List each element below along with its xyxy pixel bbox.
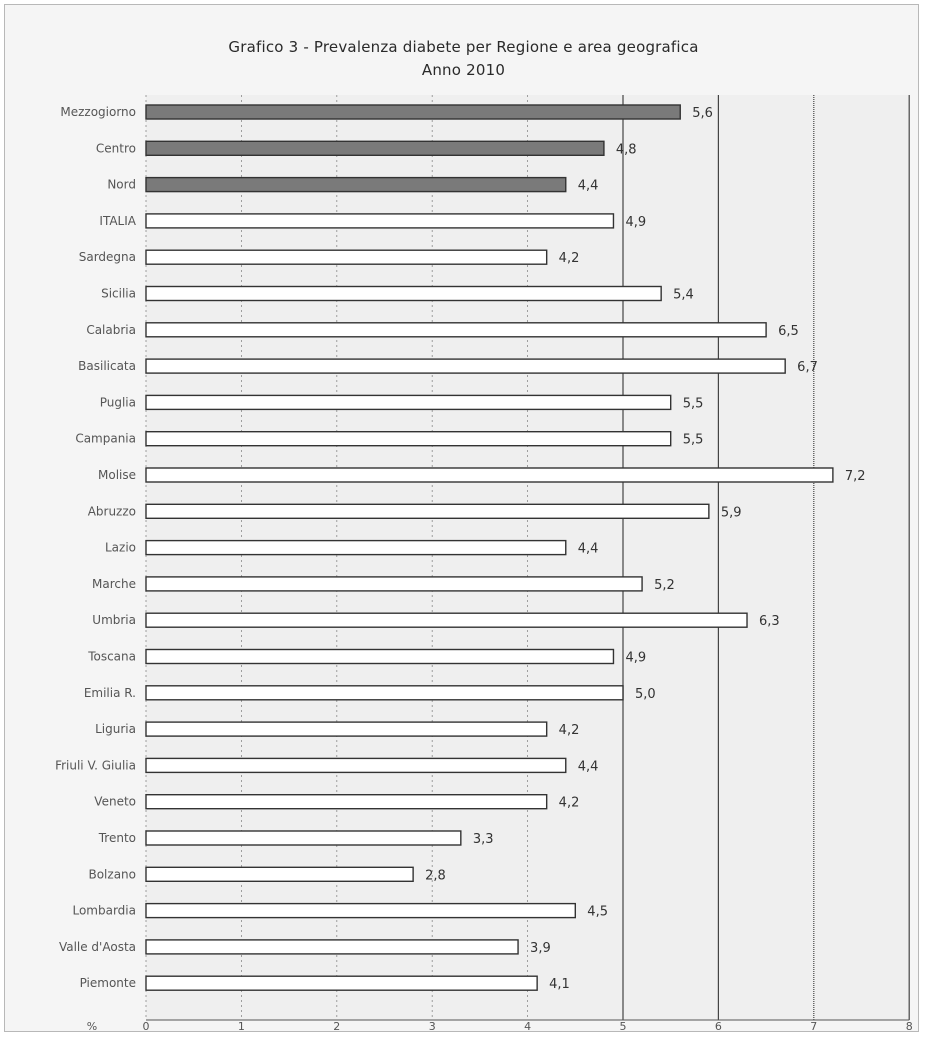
- category-label: Campania: [75, 432, 136, 446]
- value-label: 5,5: [683, 396, 704, 411]
- category-label: Basilicata: [78, 359, 136, 373]
- bar: [145, 213, 615, 229]
- value-label: 4,9: [625, 651, 646, 666]
- value-label: 5,2: [654, 578, 675, 593]
- value-label: 4,2: [559, 723, 580, 738]
- category-label: Umbria: [92, 613, 136, 627]
- value-label: 5,9: [721, 505, 742, 520]
- category-label: Valle d'Aosta: [59, 940, 136, 954]
- value-label: 5,5: [683, 433, 704, 448]
- bar: [145, 939, 519, 955]
- bar: [145, 249, 548, 265]
- x-tick-label: 2: [333, 1020, 340, 1033]
- category-label: Friuli V. Giulia: [55, 758, 136, 772]
- value-label: 4,2: [559, 796, 580, 811]
- bar: [145, 394, 672, 411]
- category-label: Lombardia: [72, 904, 136, 918]
- category-label: Mezzogiorno: [60, 105, 136, 119]
- category-label: Piemonte: [80, 976, 136, 990]
- x-tick-label: 1: [238, 1020, 245, 1033]
- category-label: Liguria: [95, 722, 136, 736]
- bar: [145, 866, 414, 882]
- bar: [145, 140, 605, 157]
- x-tick-label: 7: [810, 1020, 817, 1033]
- bar: [145, 794, 548, 810]
- chart-title: Grafico 3 - Prevalenza diabete per Regio…: [228, 38, 699, 56]
- x-tick-label: 8: [906, 1020, 913, 1033]
- value-label: 6,3: [759, 614, 780, 629]
- category-label: Nord: [107, 178, 136, 192]
- value-label: 6,7: [797, 360, 818, 375]
- value-label: 4,2: [559, 251, 580, 266]
- bar: [145, 975, 538, 991]
- x-tick-label: 0: [143, 1020, 150, 1033]
- bar: [145, 685, 624, 701]
- value-label: 3,3: [473, 832, 494, 847]
- value-label: 3,9: [530, 941, 551, 956]
- bar: [145, 830, 462, 846]
- bar: [145, 612, 748, 628]
- value-label: 7,2: [845, 469, 866, 484]
- category-label: Sardegna: [79, 250, 136, 264]
- bar: [145, 104, 681, 120]
- bar: [145, 467, 834, 483]
- value-label: 6,5: [778, 324, 799, 339]
- bar: [145, 721, 548, 737]
- bar: [145, 431, 672, 447]
- value-label: 4,9: [625, 215, 646, 230]
- category-label: Trento: [98, 831, 136, 845]
- category-label: Sicilia: [101, 287, 136, 301]
- bar: [145, 358, 786, 374]
- x-tick-label: 3: [429, 1020, 436, 1033]
- value-label: 4,1: [549, 977, 570, 992]
- category-label: Emilia R.: [84, 686, 136, 700]
- category-label: Abruzzo: [88, 504, 136, 518]
- bar: [145, 757, 567, 774]
- x-tick-label: 4: [524, 1020, 531, 1033]
- bar: [145, 176, 567, 193]
- x-tick-label: 6: [715, 1020, 722, 1033]
- category-label: Toscana: [87, 650, 136, 664]
- bar: [145, 322, 767, 338]
- category-label: Veneto: [94, 795, 136, 809]
- category-label: Centro: [96, 141, 136, 155]
- value-label: 4,4: [578, 759, 599, 774]
- value-label: 4,5: [587, 905, 608, 920]
- category-label: Molise: [98, 468, 136, 482]
- bar: [145, 503, 710, 519]
- x-tick-label: 5: [620, 1020, 627, 1033]
- value-label: 5,6: [692, 106, 713, 121]
- value-label: 4,8: [616, 142, 637, 157]
- bar: [145, 576, 643, 592]
- category-label: Calabria: [86, 323, 136, 337]
- chart-subtitle: Anno 2010: [421, 61, 506, 79]
- value-label: 2,8: [425, 868, 446, 883]
- value-label: 4,4: [578, 542, 599, 557]
- bar: [145, 902, 576, 919]
- value-label: 5,0: [635, 687, 656, 702]
- category-label: Puglia: [100, 395, 136, 409]
- category-label: ITALIA: [99, 214, 136, 228]
- category-label: Lazio: [105, 541, 136, 555]
- bar: [145, 539, 567, 556]
- value-label: 5,4: [673, 288, 694, 303]
- bar: [145, 285, 662, 302]
- x-unit-label: %: [87, 1020, 97, 1033]
- category-label: Bolzano: [88, 867, 136, 881]
- bar: [145, 648, 615, 665]
- value-label: 4,4: [578, 179, 599, 194]
- category-label: Marche: [92, 577, 136, 591]
